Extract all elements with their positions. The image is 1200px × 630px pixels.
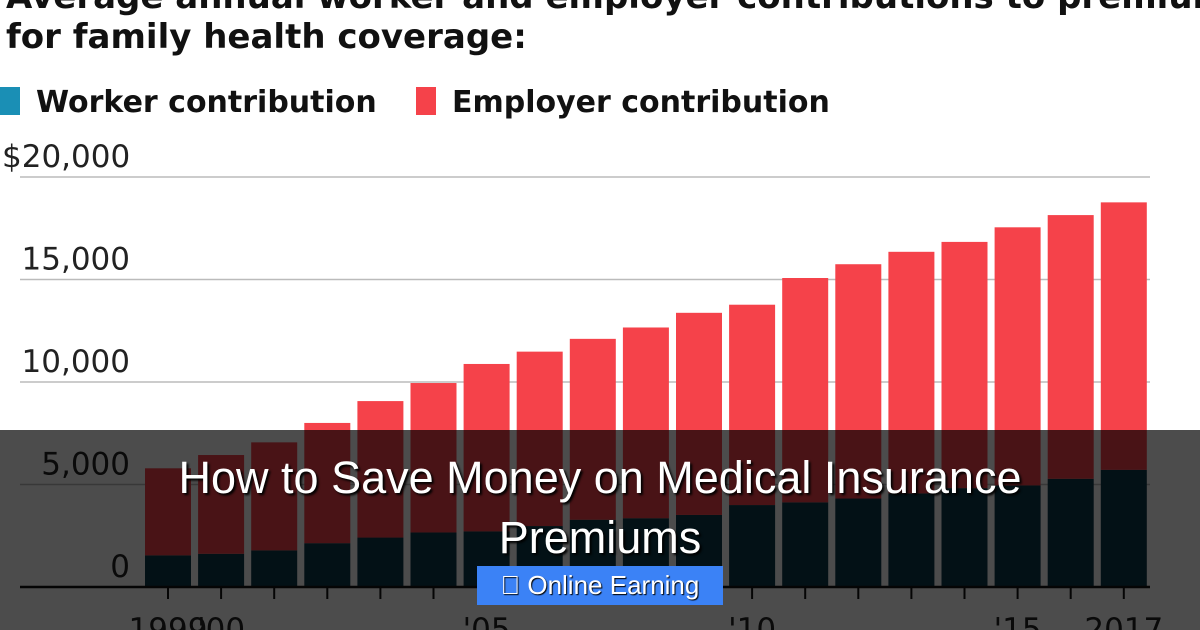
- legend-label-worker: Worker contribution: [36, 85, 377, 120]
- y-tick-label: 15,000: [22, 242, 130, 278]
- category-badge-button[interactable]:  Online Earning: [477, 566, 723, 605]
- legend-swatch-employer: [416, 87, 436, 115]
- y-tick-label: 10,000: [22, 344, 130, 380]
- legend-swatch-worker: [0, 87, 20, 115]
- chart-title-line-2: for family health coverage:: [6, 17, 527, 57]
- chart-title-line-1: Average annual worker and employer contr…: [6, 0, 1200, 17]
- bar-employer-2017: [1100, 202, 1147, 470]
- post-headline: How to Save Money on Medical Insurance P…: [178, 452, 1022, 563]
- y-tick-label: $20,000: [2, 139, 130, 175]
- legend-label-employer: Employer contribution: [452, 85, 830, 120]
